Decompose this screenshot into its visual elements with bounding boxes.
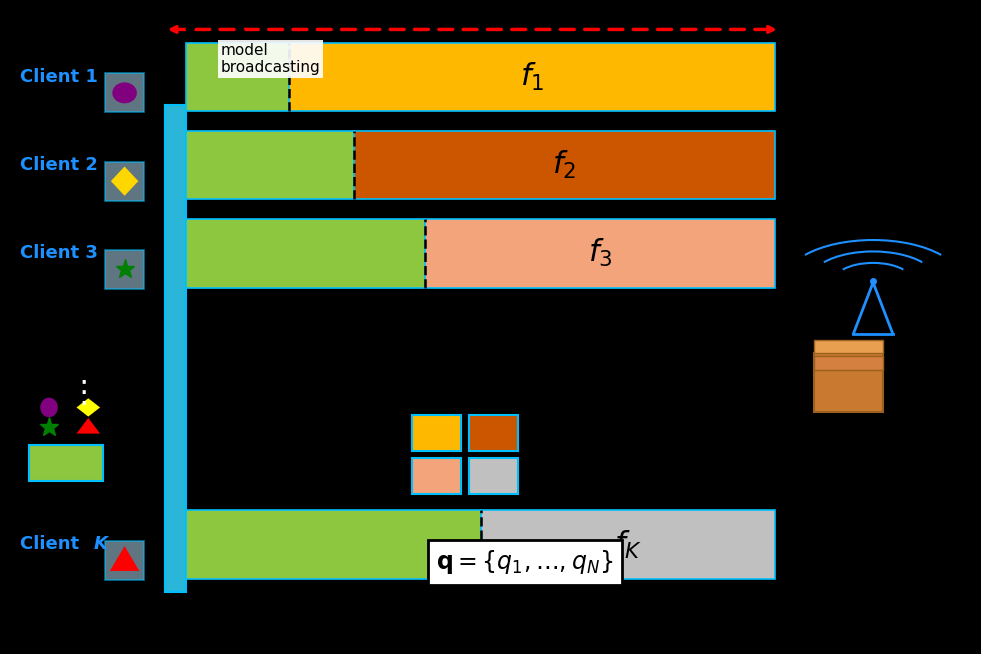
Bar: [105, 162, 144, 201]
Bar: [186, 219, 425, 288]
Polygon shape: [77, 398, 100, 417]
Text: $f_{2}$: $f_{2}$: [552, 149, 577, 181]
Bar: [105, 73, 144, 112]
Bar: [481, 510, 775, 579]
Text: $\mathbf{q} = \{q_1, \ldots, q_N\}$: $\mathbf{q} = \{q_1, \ldots, q_N\}$: [437, 549, 613, 576]
Bar: [425, 219, 775, 288]
Bar: [186, 510, 481, 579]
Bar: [289, 43, 775, 111]
Text: $f_{3}$: $f_{3}$: [588, 237, 612, 269]
Ellipse shape: [40, 398, 58, 417]
Text: model
broadcasting: model broadcasting: [221, 43, 321, 75]
Bar: [814, 340, 883, 353]
Bar: [469, 415, 518, 451]
Text: Client 2: Client 2: [20, 156, 97, 174]
Bar: [29, 445, 103, 481]
Bar: [105, 250, 144, 289]
Bar: [469, 458, 518, 494]
Text: $f_{K}$: $f_{K}$: [614, 528, 642, 560]
Bar: [354, 131, 775, 199]
Bar: [814, 356, 883, 370]
Text: K: K: [93, 535, 107, 553]
Ellipse shape: [112, 82, 137, 103]
Bar: [186, 43, 289, 111]
Bar: [186, 131, 354, 199]
Text: Client 3: Client 3: [20, 244, 97, 262]
Text: $f_{1}$: $f_{1}$: [520, 61, 544, 93]
Bar: [105, 541, 144, 580]
Polygon shape: [77, 418, 100, 434]
Bar: [165, 105, 186, 592]
Text: Client 1: Client 1: [20, 67, 97, 86]
Bar: [412, 415, 461, 451]
Bar: [814, 353, 883, 412]
Polygon shape: [110, 546, 139, 571]
Bar: [412, 458, 461, 494]
Text: Client: Client: [20, 535, 85, 553]
Polygon shape: [111, 167, 138, 196]
Text: ⋮: ⋮: [68, 378, 99, 407]
